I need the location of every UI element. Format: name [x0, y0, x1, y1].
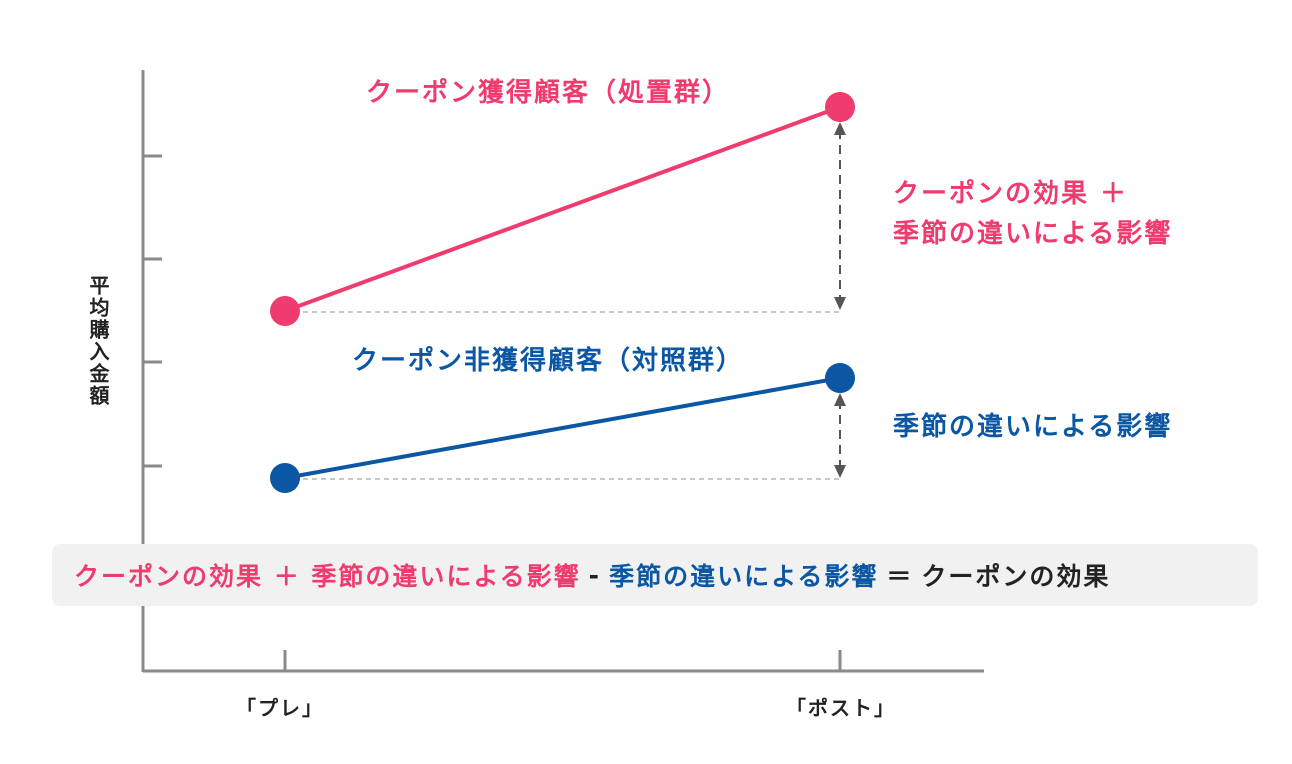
equation-result: クーポンの効果: [921, 562, 1111, 591]
treatment-effect-line1: クーポンの効果 ＋: [893, 179, 1129, 209]
equation-term2: 季節の違いによる影響: [609, 562, 879, 591]
control-point-post: [825, 363, 855, 393]
control-effect-annotation: 季節の違いによる影響: [893, 412, 1173, 442]
treatment-point-post: [825, 92, 855, 122]
treatment-effect-annotation: クーポンの効果 ＋ 季節の違いによる影響: [893, 174, 1172, 254]
treatment-group-label: クーポン獲得顧客（処置群）: [366, 78, 731, 108]
control-arrow-head-bottom: [834, 465, 846, 478]
control-group-label: クーポン非獲得顧客（対照群）: [352, 346, 745, 376]
x-tick-label-post: 「ポスト」: [786, 696, 896, 720]
y-axis-label: 平均購入金額: [86, 275, 110, 407]
equation-minus: -: [588, 560, 602, 590]
control-point-pre: [270, 463, 300, 493]
equation-box: クーポンの効果 ＋ 季節の違いによる影響 - 季節の違いによる影響 ＝ クーポン…: [52, 544, 1258, 606]
treatment-arrow-head-top: [834, 122, 846, 135]
treatment-point-pre: [270, 296, 300, 326]
control-line: [284, 376, 841, 480]
equation-term1: クーポンの効果 ＋ 季節の違いによる影響: [74, 562, 581, 591]
x-tick-label-pre: 「プレ」: [236, 696, 324, 720]
treatment-line: [284, 105, 841, 313]
treatment-effect-line2: 季節の違いによる影響: [893, 219, 1173, 249]
treatment-arrow-head-bottom: [834, 297, 846, 310]
control-arrow-head-top: [834, 393, 846, 406]
equation-equals: ＝: [886, 562, 914, 591]
